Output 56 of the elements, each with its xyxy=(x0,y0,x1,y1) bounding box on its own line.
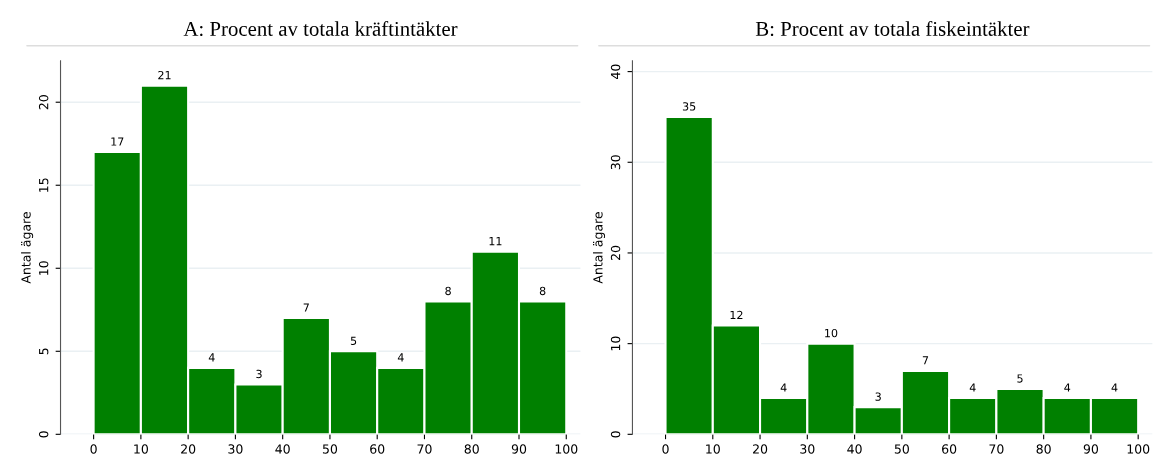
x-tick-label: 20 xyxy=(753,444,768,454)
data-label: 8 xyxy=(445,286,451,296)
y-tick-label: 0 xyxy=(610,431,621,438)
x-tick-label: 90 xyxy=(1083,444,1099,454)
y-tick-label: 20 xyxy=(610,245,621,260)
x-tick-label: 20 xyxy=(181,444,196,454)
data-label: 11 xyxy=(489,237,502,246)
y-tick-label: 0 xyxy=(38,431,49,438)
data-label: 4 xyxy=(1064,383,1071,392)
data-label: 21 xyxy=(158,70,171,80)
x-tick-label: 80 xyxy=(1036,444,1051,454)
data-label: 4 xyxy=(969,383,976,392)
chart-title: B: Procent av totala fiskeintäkter xyxy=(755,21,1030,37)
data-label: 10 xyxy=(825,328,838,338)
x-tick-label: 30 xyxy=(228,444,243,454)
x-tick-label: 0 xyxy=(662,444,669,454)
data-label: 5 xyxy=(350,336,357,345)
data-label: 3 xyxy=(256,369,262,379)
y-axis-title: Antal ägare xyxy=(592,212,606,284)
y-tick-label: 10 xyxy=(38,261,49,275)
data-label: 17 xyxy=(111,137,124,146)
data-label: 4 xyxy=(397,353,404,362)
data-label: 35 xyxy=(682,102,696,111)
x-tick-label: 40 xyxy=(275,444,290,454)
chart-title: A: Procent av totala kräftintäkter xyxy=(183,21,458,37)
y-tick-label: 30 xyxy=(610,155,621,170)
data-label: 8 xyxy=(539,286,546,296)
data-label: 4 xyxy=(1111,383,1118,392)
data-label: 12 xyxy=(730,310,743,320)
y-axis-title: Antal ägare xyxy=(21,212,34,284)
x-tick-label: 10 xyxy=(706,444,720,454)
y-tick-label: 15 xyxy=(39,178,49,192)
x-tick-label: 70 xyxy=(417,444,432,454)
x-tick-label: 70 xyxy=(989,444,1004,454)
y-tick-label: 20 xyxy=(38,95,49,110)
data-label: 7 xyxy=(922,356,929,365)
data-label: 5 xyxy=(1017,374,1023,383)
x-tick-label: 100 xyxy=(555,444,578,454)
x-tick-label: 60 xyxy=(370,444,385,454)
x-tick-label: 40 xyxy=(847,444,862,454)
y-tick-label: 10 xyxy=(610,336,621,351)
x-tick-label: 80 xyxy=(464,444,479,454)
x-tick-label: 50 xyxy=(322,444,338,454)
x-tick-label: 0 xyxy=(90,444,97,454)
x-tick-label: 50 xyxy=(894,444,909,454)
data-label: 4 xyxy=(208,353,215,362)
data-label: 4 xyxy=(780,383,787,392)
y-tick-label: 40 xyxy=(610,64,621,79)
x-tick-label: 90 xyxy=(511,444,527,454)
x-tick-label: 100 xyxy=(1127,444,1150,454)
data-label: 7 xyxy=(303,303,309,312)
x-tick-label: 10 xyxy=(134,444,148,454)
x-tick-label: 60 xyxy=(942,444,957,454)
x-tick-label: 30 xyxy=(800,444,815,454)
y-tick-label: 5 xyxy=(39,348,49,355)
data-label: 3 xyxy=(875,392,881,401)
